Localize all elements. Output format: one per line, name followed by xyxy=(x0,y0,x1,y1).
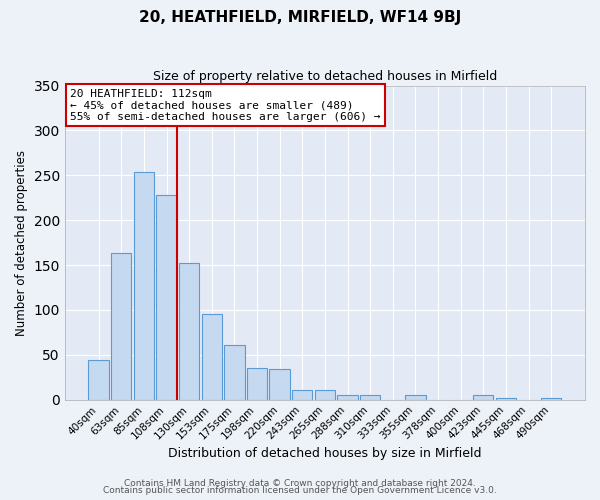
Bar xyxy=(247,368,267,400)
Bar xyxy=(134,172,154,400)
Text: 20 HEATHFIELD: 112sqm
← 45% of detached houses are smaller (489)
55% of semi-det: 20 HEATHFIELD: 112sqm ← 45% of detached … xyxy=(70,88,380,122)
Bar xyxy=(179,264,199,400)
Bar xyxy=(157,195,176,400)
Text: Contains HM Land Registry data © Crown copyright and database right 2024.: Contains HM Land Registry data © Crown c… xyxy=(124,478,476,488)
Bar xyxy=(496,398,516,400)
Bar xyxy=(292,390,313,400)
Bar xyxy=(315,390,335,400)
Title: Size of property relative to detached houses in Mirfield: Size of property relative to detached ho… xyxy=(153,70,497,83)
Bar xyxy=(473,395,493,400)
Bar xyxy=(269,369,290,400)
Bar xyxy=(360,395,380,400)
Bar xyxy=(224,345,245,400)
Y-axis label: Number of detached properties: Number of detached properties xyxy=(15,150,28,336)
Bar xyxy=(405,395,425,400)
Bar xyxy=(202,314,222,400)
Bar xyxy=(337,395,358,400)
Bar xyxy=(541,398,562,400)
Text: 20, HEATHFIELD, MIRFIELD, WF14 9BJ: 20, HEATHFIELD, MIRFIELD, WF14 9BJ xyxy=(139,10,461,25)
Bar xyxy=(88,360,109,400)
Bar xyxy=(111,252,131,400)
X-axis label: Distribution of detached houses by size in Mirfield: Distribution of detached houses by size … xyxy=(168,447,482,460)
Text: Contains public sector information licensed under the Open Government Licence v3: Contains public sector information licen… xyxy=(103,486,497,495)
